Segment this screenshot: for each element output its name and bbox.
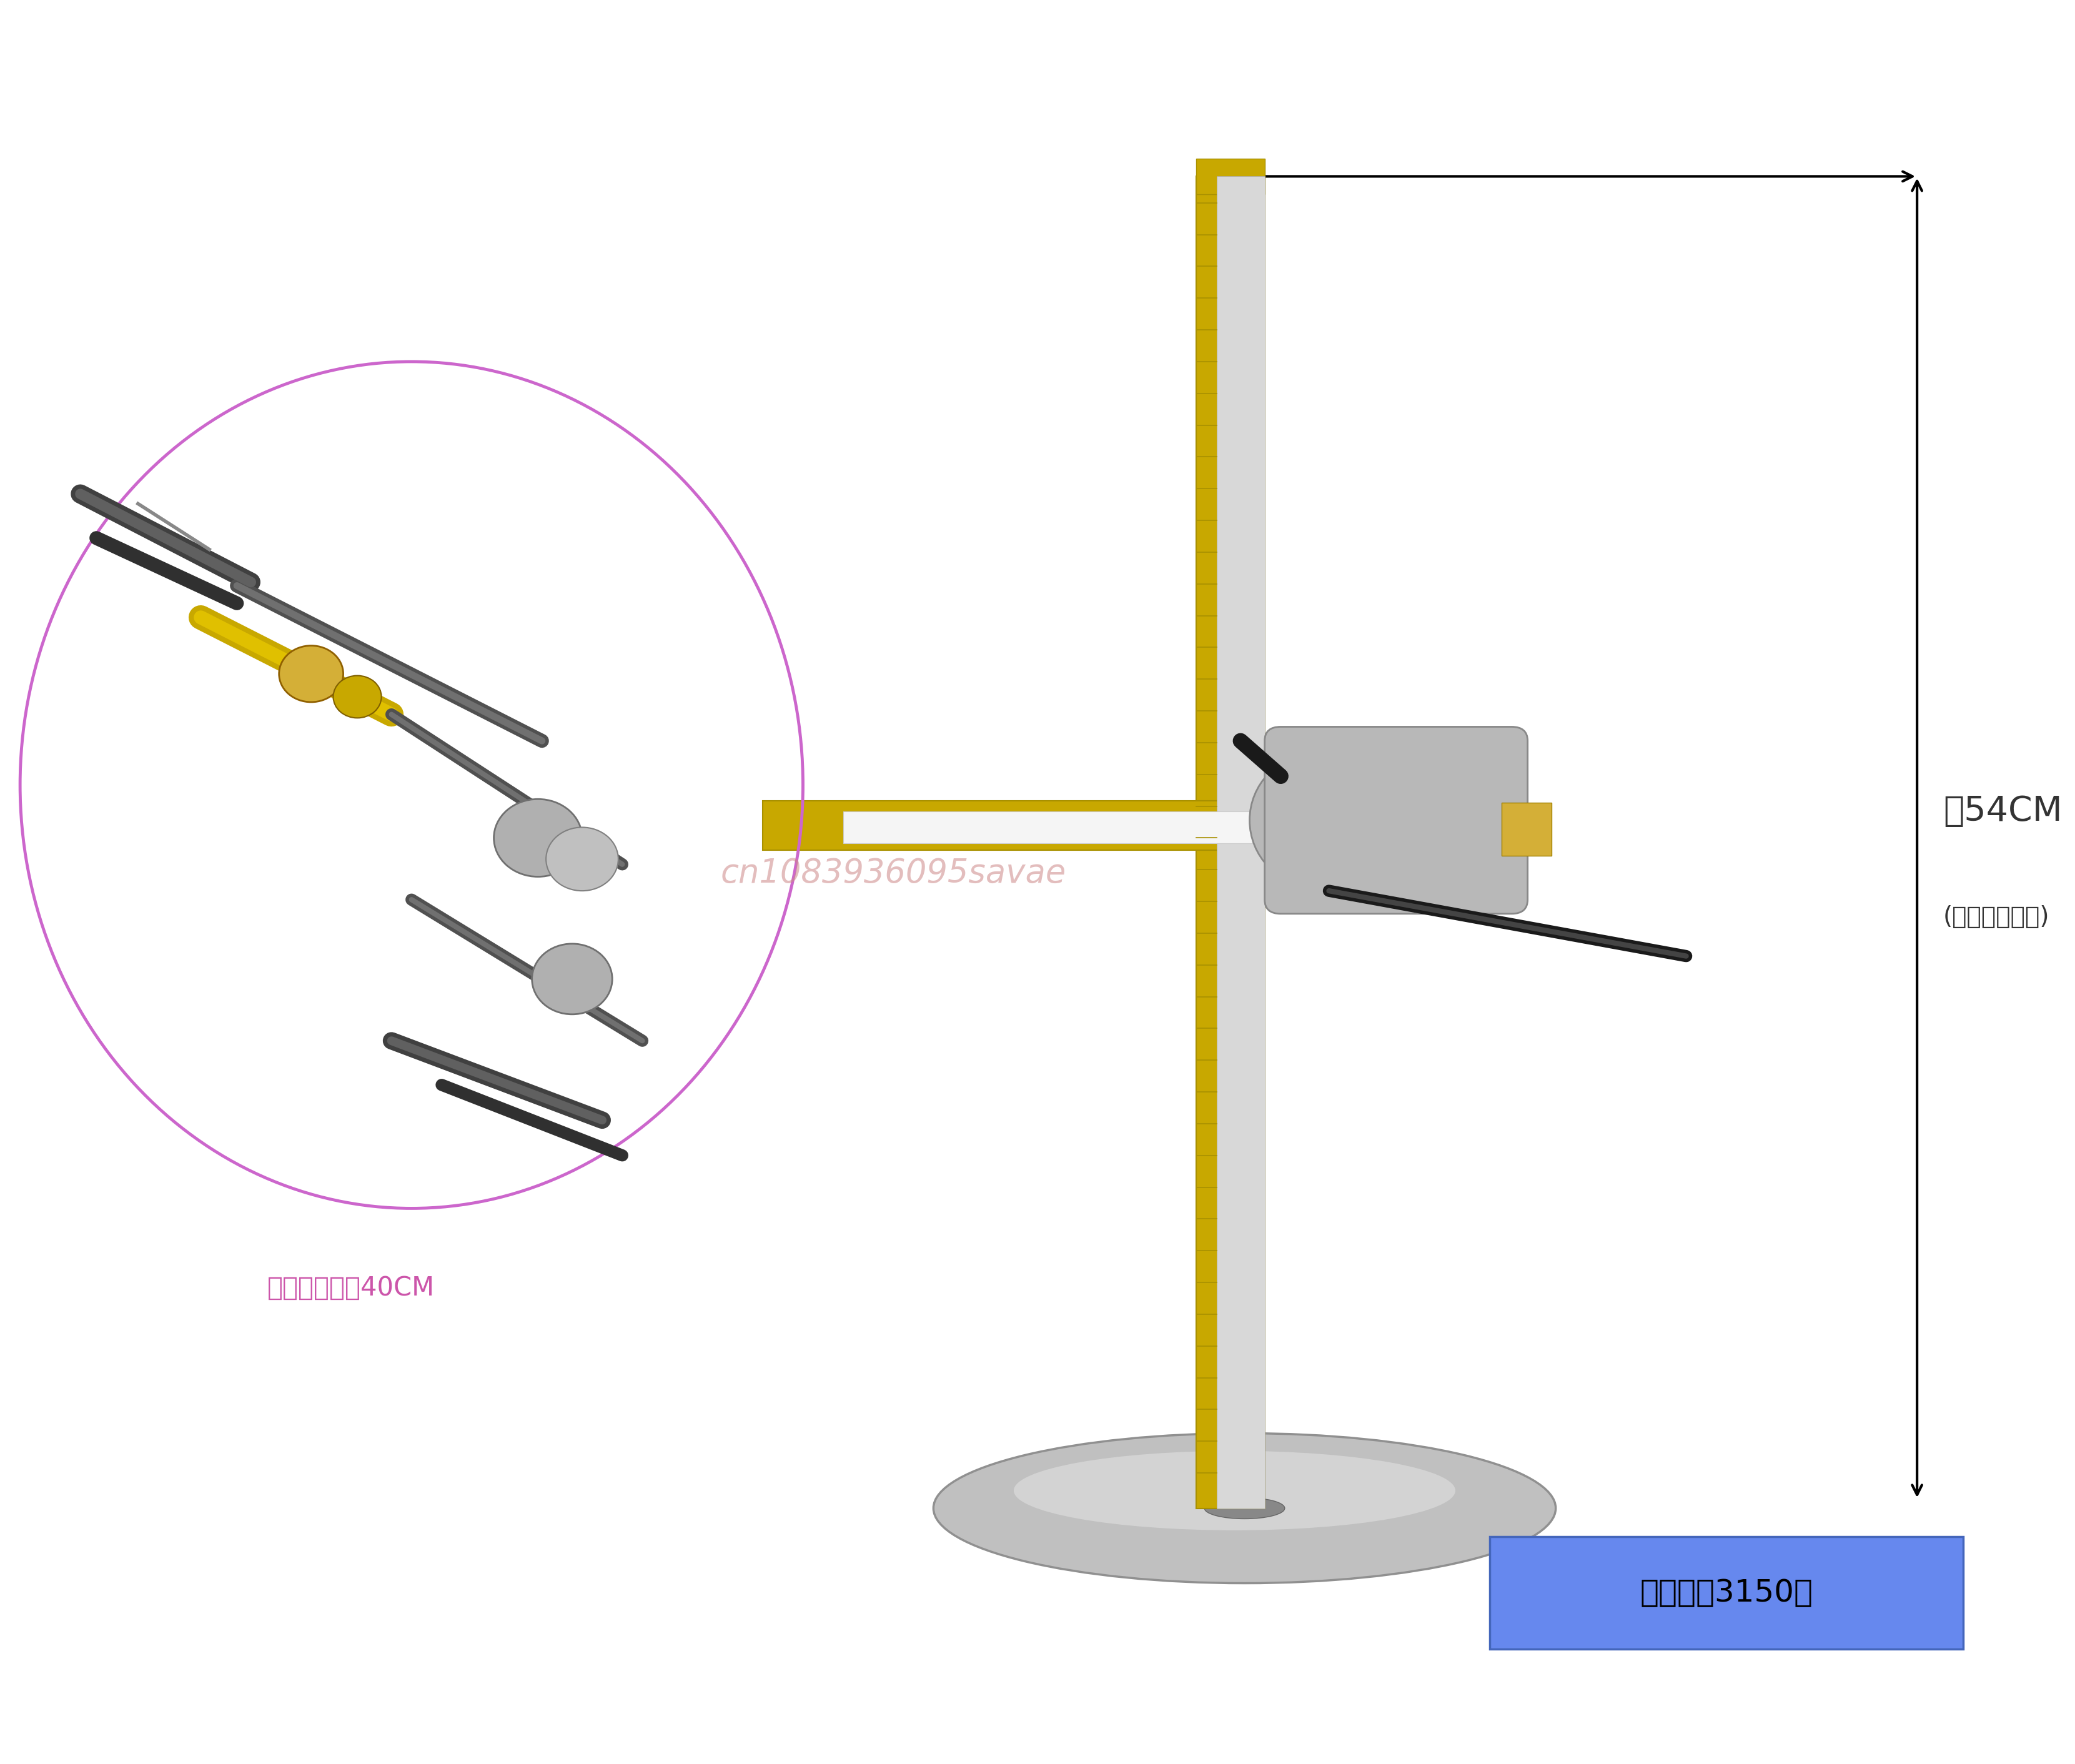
Bar xyxy=(1197,176,1264,1508)
Bar xyxy=(1197,159,1264,194)
Ellipse shape xyxy=(1015,1450,1455,1531)
FancyBboxPatch shape xyxy=(1264,727,1527,914)
Bar xyxy=(1502,803,1552,856)
Ellipse shape xyxy=(1249,753,1380,886)
Bar xyxy=(842,811,1334,843)
Circle shape xyxy=(494,799,583,877)
Ellipse shape xyxy=(934,1432,1556,1584)
Circle shape xyxy=(546,827,618,891)
Bar xyxy=(764,801,1334,850)
Text: cn1083936095savae: cn1083936095savae xyxy=(720,857,1067,889)
Text: 万向关节长理40CM: 万向关节长理40CM xyxy=(268,1275,436,1300)
Circle shape xyxy=(278,646,342,702)
FancyBboxPatch shape xyxy=(1490,1536,1963,1649)
Text: 约54CM: 约54CM xyxy=(1942,794,2063,829)
Text: 净重约：3150克: 净重约：3150克 xyxy=(1639,1579,1814,1607)
Text: (含底盘总高度): (含底盘总高度) xyxy=(1942,905,2050,930)
Ellipse shape xyxy=(1204,1498,1284,1519)
Circle shape xyxy=(531,944,612,1014)
Circle shape xyxy=(334,676,382,718)
Bar xyxy=(1216,176,1264,1508)
